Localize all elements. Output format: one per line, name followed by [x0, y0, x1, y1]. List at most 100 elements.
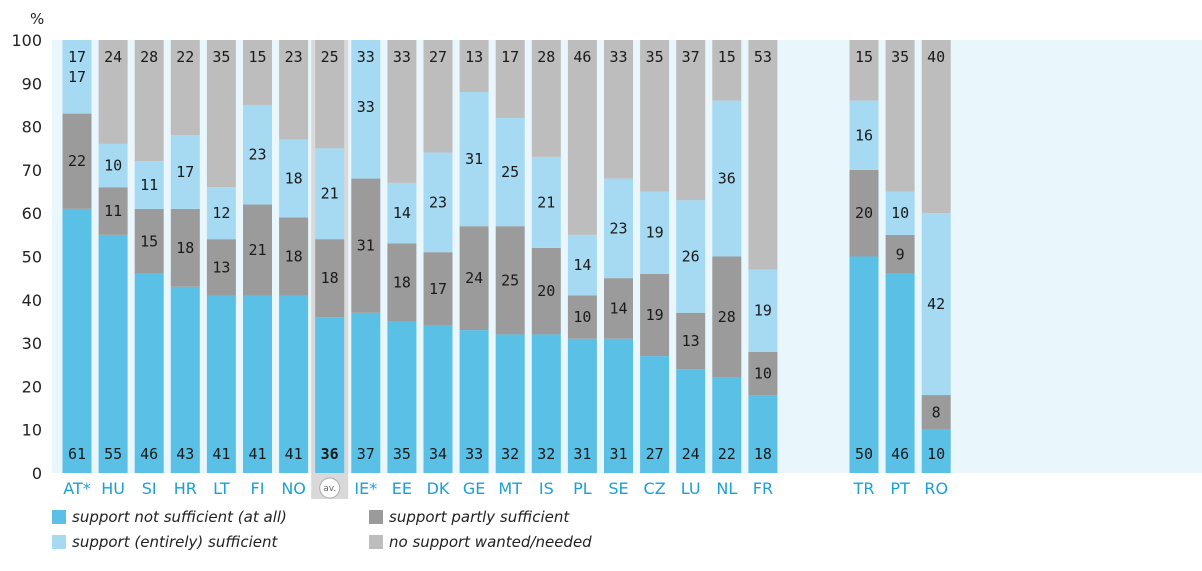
data-label: 28: [140, 48, 158, 66]
data-label: 13: [212, 258, 230, 276]
data-label: 23: [285, 48, 303, 66]
data-label: 61: [68, 445, 86, 463]
data-label: 10: [104, 157, 122, 175]
bar-segment: [387, 40, 417, 183]
y-tick-label: 80: [22, 118, 42, 137]
data-label: 8: [932, 403, 941, 421]
category-label: NL: [716, 479, 737, 498]
bar-segment: [134, 40, 164, 162]
category-label: PT: [890, 479, 910, 498]
data-label: 17: [68, 48, 86, 66]
bar-segment: [921, 40, 951, 214]
bar-segment: [676, 40, 706, 201]
data-label: 19: [646, 306, 664, 324]
data-label: 28: [718, 308, 736, 326]
data-label: 33: [609, 48, 627, 66]
bar-segment: [134, 273, 164, 473]
data-label: 32: [501, 445, 519, 463]
bar-segment: [98, 40, 128, 144]
average-marker-icon: [319, 477, 341, 499]
data-label: 18: [285, 170, 303, 188]
y-tick-label: 100: [11, 31, 42, 50]
bar-segment: [567, 40, 597, 235]
category-label: MT: [498, 479, 522, 498]
data-label: 31: [609, 445, 627, 463]
bar-segment: [170, 135, 200, 209]
data-label: 23: [429, 193, 447, 211]
data-label: 35: [646, 48, 664, 66]
data-label: 22: [176, 48, 194, 66]
data-label: 13: [465, 48, 483, 66]
data-label: 11: [104, 202, 122, 220]
bar-segment: [206, 295, 236, 473]
data-label: 23: [248, 146, 266, 164]
data-label: 36: [321, 445, 339, 463]
y-axis-unit: %: [30, 10, 44, 28]
category-label: HU: [101, 479, 125, 498]
data-label: 17: [176, 163, 194, 181]
data-label: 21: [248, 241, 266, 259]
y-tick-label: 50: [22, 248, 42, 267]
data-label: 28: [537, 48, 555, 66]
bar-segment: [640, 191, 670, 274]
bar-segment: [495, 334, 525, 473]
data-label: 21: [537, 193, 555, 211]
category-label: GE: [463, 479, 486, 498]
bar-segment: [62, 40, 92, 114]
category-label: DK: [427, 479, 450, 498]
data-label: 35: [212, 48, 230, 66]
data-label: 14: [609, 299, 627, 317]
bar-segment: [387, 321, 417, 473]
bar-segment: [567, 234, 597, 296]
category-label: EE: [392, 479, 412, 498]
category-label: RO: [924, 479, 948, 498]
data-label: 22: [68, 152, 86, 170]
bar-segment: [423, 252, 453, 326]
bar-segment: [423, 325, 453, 473]
bar-segment: [495, 226, 525, 335]
y-tick-label: 0: [32, 464, 42, 483]
data-label: 18: [285, 248, 303, 266]
bar-segment: [921, 213, 951, 396]
bar-segment: [849, 256, 879, 473]
data-label: 35: [891, 48, 909, 66]
category-label: IE*: [354, 479, 377, 498]
legend-label: support (entirely) sufficient: [72, 533, 279, 551]
bar-segment: [206, 40, 236, 188]
data-label: 26: [682, 248, 700, 266]
bar-segment: [423, 40, 453, 153]
bar-segment: [98, 187, 128, 235]
data-label: 19: [646, 224, 664, 242]
bar-segment: [423, 152, 453, 253]
data-label: 33: [465, 445, 483, 463]
bar-segment: [531, 156, 561, 248]
bar-segment: [279, 40, 309, 140]
bar-segment: [243, 40, 272, 105]
category-label: NO: [281, 479, 306, 498]
data-label: 24: [104, 48, 122, 66]
data-label: 37: [682, 48, 700, 66]
category-label: SI: [142, 479, 157, 498]
data-label: 15: [248, 48, 266, 66]
bar-segment: [495, 117, 525, 227]
bar-segment: [849, 40, 879, 101]
data-label: 25: [321, 48, 339, 66]
bar-segment: [459, 40, 489, 92]
axis-layer: % 0 10 20 30 40 50 60 70 80 90 100: [11, 10, 44, 483]
data-label: 15: [140, 232, 158, 250]
data-label: 46: [891, 445, 909, 463]
bar-segment: [849, 169, 879, 257]
bar-segment: [134, 161, 164, 209]
data-label: 36: [718, 170, 736, 188]
bar-segment: [315, 148, 345, 240]
bar-segment: [279, 295, 309, 473]
category-label: SE: [608, 479, 628, 498]
category-label: FI: [251, 479, 265, 498]
y-tick-label: 10: [22, 421, 42, 440]
data-label: 27: [646, 445, 664, 463]
category-label: LT: [213, 479, 230, 498]
bar-segment: [567, 338, 597, 473]
data-label: 11: [140, 176, 158, 194]
bar-segment: [640, 40, 670, 192]
